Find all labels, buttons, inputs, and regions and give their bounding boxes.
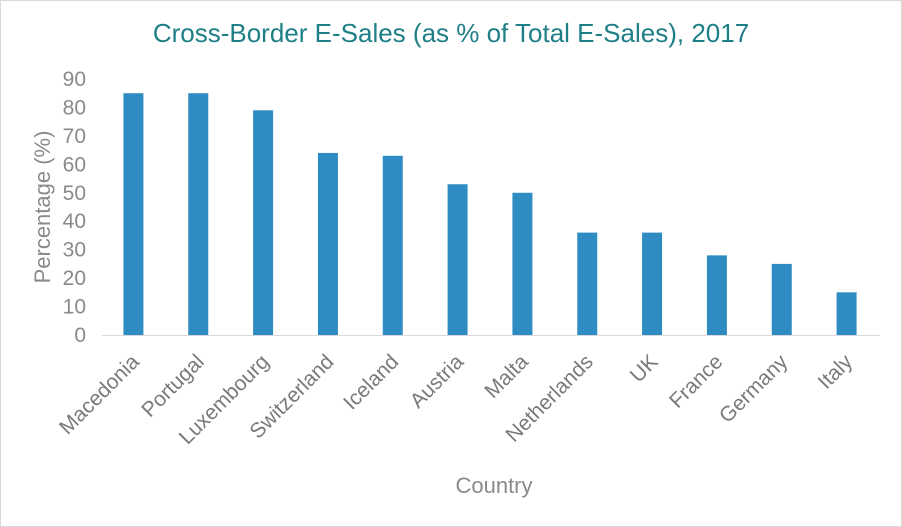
- bar-netherlands: [577, 232, 598, 335]
- bar-malta: [512, 192, 533, 335]
- bar-uk: [642, 232, 663, 335]
- bar-france: [706, 255, 727, 335]
- bar-macedonia: [123, 93, 144, 335]
- bars: [123, 93, 857, 336]
- y-tick-label: 80: [63, 96, 86, 119]
- x-tick-label-malta: Malta: [480, 350, 533, 403]
- chart-title: Cross-Border E-Sales (as % of Total E-Sa…: [152, 18, 750, 48]
- y-axis-title: Percentage (%): [30, 131, 55, 284]
- y-axis-ticks: 0 10 20 30 40 50 60 70 80 90: [63, 68, 86, 347]
- x-tick-label-france: France: [665, 350, 727, 412]
- x-tick-label-italy: Italy: [814, 350, 858, 394]
- x-axis-title: Country: [455, 473, 532, 498]
- y-tick-label: 50: [63, 182, 86, 205]
- bar-germany: [771, 263, 792, 335]
- x-tick-label-iceland: Iceland: [339, 350, 403, 414]
- y-tick-label: 70: [63, 125, 86, 148]
- bar-switzerland: [317, 152, 338, 335]
- x-tick-label-macedonia: Macedonia: [55, 350, 144, 439]
- bar-luxembourg: [253, 110, 274, 336]
- y-tick-label: 60: [63, 153, 86, 176]
- x-tick-label-uk: UK: [626, 350, 663, 387]
- bar-austria: [447, 184, 468, 335]
- bar-italy: [836, 292, 857, 335]
- x-tick-label-germany: Germany: [715, 350, 793, 428]
- y-tick-label: 40: [63, 210, 86, 233]
- x-tick-label-austria: Austria: [406, 350, 469, 413]
- bar-portugal: [188, 93, 209, 335]
- y-tick-label: 30: [63, 239, 86, 262]
- y-tick-label: 10: [63, 296, 86, 319]
- y-tick-label: 20: [63, 267, 86, 290]
- bar-iceland: [382, 155, 403, 335]
- y-tick-label: 90: [63, 68, 86, 91]
- y-tick-label: 0: [74, 324, 86, 347]
